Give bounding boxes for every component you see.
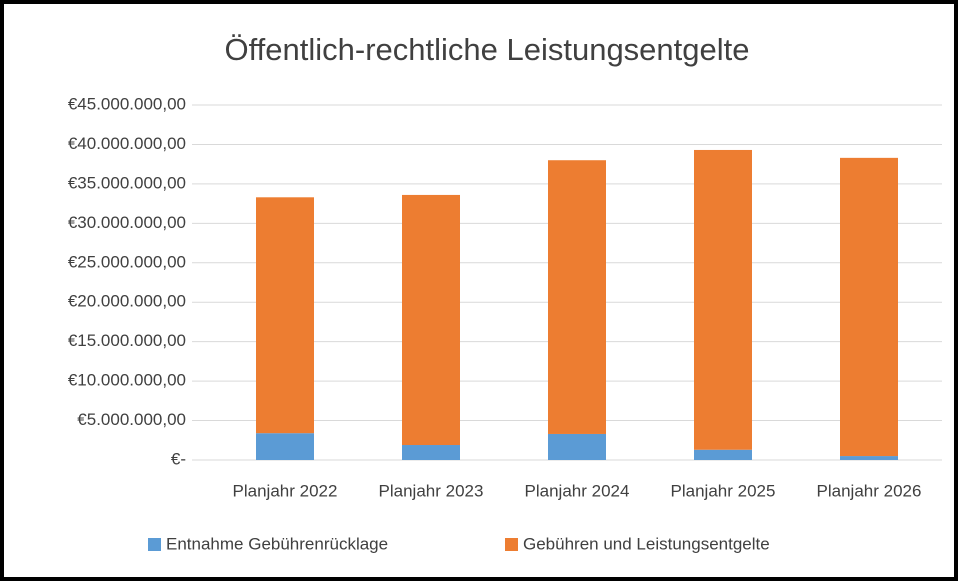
bar-segment (256, 197, 314, 434)
x-tick-label: Planjahr 2023 (379, 481, 484, 500)
y-tick-label: €40.000.000,00 (68, 134, 186, 153)
y-tick-label: €- (171, 449, 186, 468)
legend-swatch (505, 538, 518, 551)
legend-swatch (148, 538, 161, 551)
chart-title: Öffentlich-rechtliche Leistungsentgelte (224, 32, 749, 67)
bar-segment (548, 433, 606, 460)
bar-segment (402, 194, 460, 446)
y-tick-label: €45.000.000,00 (68, 94, 186, 113)
legend-label: Entnahme Gebührenrücklage (166, 534, 388, 553)
y-tick-label: €30.000.000,00 (68, 213, 186, 232)
y-tick-label: €10.000.000,00 (68, 371, 186, 390)
y-tick-label: €25.000.000,00 (68, 252, 186, 271)
y-tick-label: €20.000.000,00 (68, 292, 186, 311)
x-tick-label: Planjahr 2022 (233, 481, 338, 500)
y-tick-label: €35.000.000,00 (68, 173, 186, 192)
bar-segment (694, 449, 752, 460)
x-tick-label: Planjahr 2024 (525, 481, 630, 500)
y-tick-label: €15.000.000,00 (68, 331, 186, 350)
bar-segment (402, 445, 460, 460)
bar-segment (256, 433, 314, 460)
bar-segment (840, 456, 898, 460)
bar-segment (694, 149, 752, 450)
x-tick-label: Planjahr 2025 (671, 481, 776, 500)
y-tick-label: €5.000.000,00 (77, 410, 186, 429)
bar-segment (548, 160, 606, 434)
bar-segment (840, 157, 898, 457)
x-tick-label: Planjahr 2026 (817, 481, 922, 500)
legend-label: Gebühren und Leistungsentgelte (523, 534, 770, 553)
